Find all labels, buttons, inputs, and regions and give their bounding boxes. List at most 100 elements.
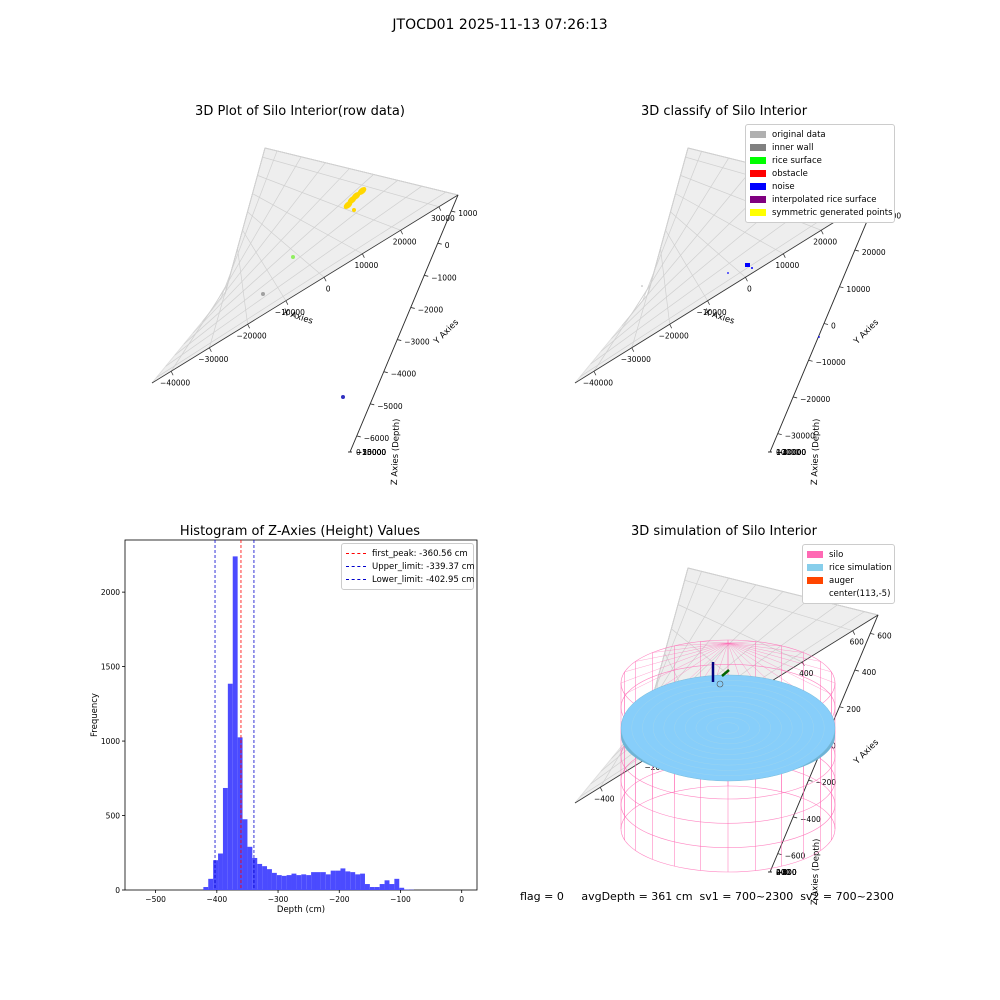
raw-y-tick-label: 1000 <box>458 209 477 218</box>
raw-grid-y <box>211 156 302 311</box>
histogram-bar <box>237 737 243 890</box>
raw-z-tick-label: 0 <box>356 448 361 457</box>
sim-z-tick-label: −200 <box>776 868 797 877</box>
silo-roof-line <box>624 642 729 673</box>
histogram-bar <box>208 878 214 890</box>
center-marker <box>721 669 730 677</box>
classify-x-tick-label: −20000 <box>659 331 689 340</box>
raw-grid-z <box>224 147 266 295</box>
legend-label: rice surface <box>772 155 822 166</box>
raw-x-tick <box>285 300 289 305</box>
rice-mesh-ring <box>642 685 814 771</box>
sim-z-tick-label: 0 <box>776 868 781 877</box>
legend-label: obstacle <box>772 168 808 179</box>
histogram-bar <box>257 863 263 890</box>
classify-z-tick-label: −10000 <box>776 448 806 457</box>
sim-y-axis-label: Y Axies <box>851 737 881 767</box>
rice-mesh-ring <box>706 717 750 739</box>
histogram-bar <box>213 860 219 890</box>
sim-y-tick-label: 0 <box>831 742 836 751</box>
raw-z-tick-label: −20000 <box>356 448 386 457</box>
raw-y-tick <box>370 403 375 406</box>
raw-point-yellow <box>343 201 353 209</box>
histogram-y-tick-label: 0 <box>115 886 120 895</box>
legend-label: center(113,-5) <box>829 588 891 599</box>
legend-item: interpolated rice surface <box>750 193 890 206</box>
rice-mesh-ring <box>695 711 761 745</box>
raw-x-tick <box>247 324 250 329</box>
sim-x-tick <box>852 630 856 635</box>
classify-x-tick-label: −30000 <box>621 355 651 364</box>
raw-x-tick <box>170 371 174 376</box>
sim-z-tick-label: −600 <box>776 868 797 877</box>
classify-x-tick-label: −10000 <box>696 308 726 317</box>
silo-roof-line <box>674 642 729 647</box>
histogram-bar <box>227 683 233 890</box>
simulation-title: 3D simulation of Silo Interior <box>631 524 817 539</box>
classify-y-tick <box>808 359 813 362</box>
raw-grid-y <box>156 191 447 378</box>
raw-x-axis-line <box>151 194 459 384</box>
histogram-bar <box>325 874 331 890</box>
raw-x-tick-label: 10000 <box>354 261 378 270</box>
sim-y-tick-label: 600 <box>877 631 892 640</box>
raw-y-tick <box>410 307 415 309</box>
raw-grid-y <box>201 162 326 323</box>
classify-x-tick-label: −40000 <box>583 378 613 387</box>
legend-swatch <box>346 579 366 580</box>
histogram-bar <box>389 884 395 890</box>
rice-mesh-ring <box>631 680 825 776</box>
raw-x-tick <box>400 230 403 235</box>
histogram-bar <box>301 874 307 890</box>
auger-tip <box>716 680 724 688</box>
classify-x-tick <box>593 371 597 376</box>
raw-z-tick-label: −5000 <box>356 448 382 457</box>
raw-y-tick-label: −3000 <box>404 338 430 347</box>
raw-y-tick <box>397 339 402 341</box>
legend-item: obstacle <box>750 167 890 180</box>
histogram-legend: first_peak: -360.56 cm Upper_limit: -339.… <box>341 543 475 590</box>
legend-swatch <box>346 553 366 554</box>
histogram-bar <box>296 875 302 890</box>
legend-label: symmetric generated points <box>772 207 893 218</box>
histogram-bar <box>384 880 390 890</box>
histogram-bar <box>242 819 248 890</box>
rice-mesh-ring <box>663 696 793 761</box>
histogram-x-tick-label: 0 <box>459 895 464 904</box>
histogram-axes-frame <box>124 539 478 891</box>
raw-z-axis-label: Z Axies (Depth) <box>390 418 402 485</box>
silo-roof-line <box>727 642 832 695</box>
classify-z-tick-label: −40000 <box>776 448 806 457</box>
raw-x-tick <box>362 253 365 258</box>
histogram-bar <box>311 872 316 890</box>
sim-y-tick-label: −200 <box>816 778 837 787</box>
legend-item: Lower_limit: -402.95 cm <box>346 573 474 586</box>
simulation-3d-plot: −400−20002004006006004002000−200−400−600… <box>574 567 892 905</box>
legend-label: interpolated rice surface <box>772 194 877 205</box>
histogram-bar <box>203 887 209 890</box>
raw-grid-x <box>237 248 248 325</box>
raw-point-green <box>291 255 295 259</box>
legend-label: auger <box>829 575 854 586</box>
classify-y-axis-label: Y Axies <box>851 317 881 347</box>
classify-x-tick <box>669 324 673 329</box>
classify-x-tick <box>745 277 748 282</box>
histogram-bar <box>340 868 346 890</box>
rice-simulation-surface <box>620 674 836 782</box>
legend-swatch <box>750 157 766 164</box>
sim-z-tick-label: 400 <box>776 868 791 877</box>
legend-swatch <box>807 551 823 558</box>
sim-y-tick-label: −600 <box>785 852 806 861</box>
legend-swatch <box>807 564 823 571</box>
raw-x-tick <box>438 206 442 211</box>
histogram-bar <box>306 875 312 890</box>
classify-x-tick-label: 0 <box>747 284 752 293</box>
histogram-bar <box>267 869 272 890</box>
histogram-bar <box>232 556 238 890</box>
histogram-y-tick-label: 500 <box>106 812 121 821</box>
classify-y-tick-label: 10000 <box>846 285 870 294</box>
sim-y-tick-label: 400 <box>862 668 877 677</box>
rice-mesh-ring <box>652 690 804 766</box>
raw-grid-y <box>183 174 374 345</box>
classify-x-tick <box>820 230 824 235</box>
